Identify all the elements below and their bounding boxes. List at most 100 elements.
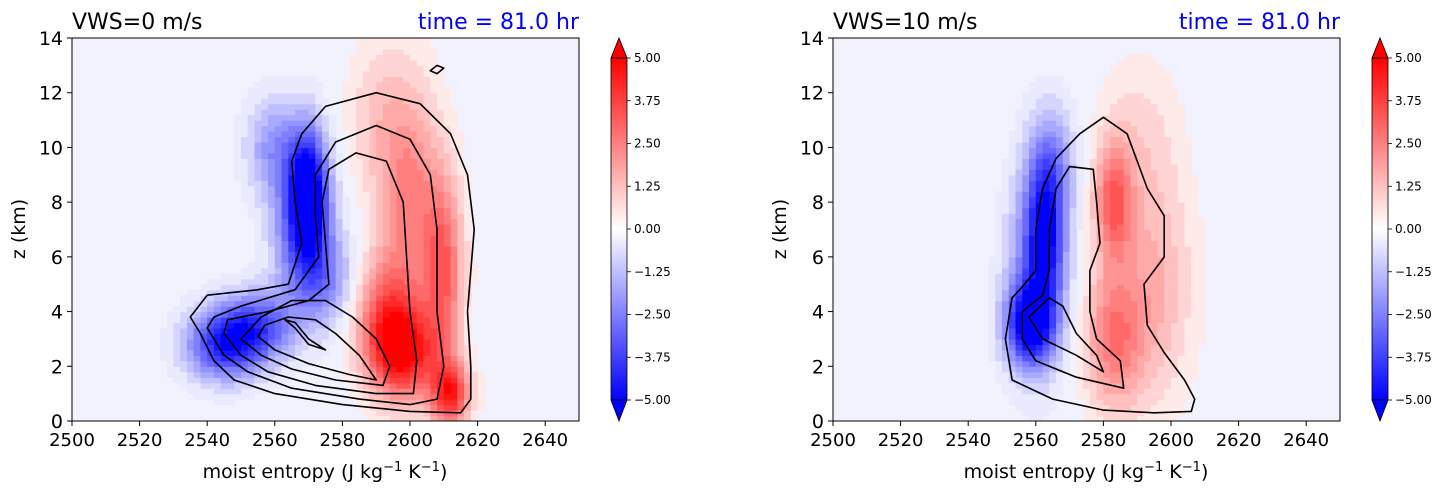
field-cell: [1035, 300, 1044, 307]
field-cell: [1184, 333, 1192, 340]
field-cell: [1062, 131, 1071, 138]
field-cell: [464, 349, 472, 356]
field-cell: [1089, 131, 1098, 138]
field-cell: [369, 158, 377, 165]
field-cell: [457, 327, 465, 335]
field-cell: [328, 322, 337, 329]
field-cell: [1150, 251, 1159, 258]
field-cell: [457, 262, 465, 269]
field-cell: [1096, 180, 1104, 187]
field-cell: [995, 338, 1003, 345]
field-cell: [1083, 404, 1091, 411]
field-cell: [389, 125, 398, 132]
field-cell: [1049, 366, 1057, 373]
field-cell: [1150, 98, 1159, 105]
field-cell: [1083, 306, 1091, 313]
field-cell: [1029, 98, 1037, 105]
field-cell: [423, 245, 431, 252]
field-cell: [355, 349, 364, 356]
field-cell: [1116, 174, 1125, 181]
field-cell: [1042, 410, 1050, 417]
field-cell: [1096, 415, 1104, 421]
field-cell: [1164, 360, 1172, 367]
field-cell: [349, 251, 357, 258]
field-cell: [1171, 185, 1179, 192]
field-cell: [382, 180, 391, 187]
field-cell: [159, 327, 168, 335]
field-cell: [1089, 366, 1098, 373]
field-cell: [1062, 333, 1071, 340]
field-cell: [322, 147, 330, 154]
field-cell: [430, 295, 438, 302]
field-cell: [1029, 196, 1037, 203]
field-cell: [1191, 234, 1199, 242]
field-cell: [207, 355, 215, 362]
field-cell: [288, 284, 296, 291]
field-cell: [437, 196, 445, 203]
field-cell: [1056, 103, 1064, 110]
field-cell: [423, 366, 431, 373]
field-cell: [1110, 240, 1118, 247]
field-cell: [396, 65, 404, 72]
field-cell: [1103, 349, 1111, 356]
field-cell: [396, 81, 404, 88]
field-cell: [355, 141, 364, 149]
field-cell: [301, 327, 310, 335]
field-cell: [1164, 87, 1172, 94]
field-cell: [1049, 185, 1057, 192]
field-cell: [349, 245, 357, 252]
field-cell: [1083, 322, 1091, 329]
field-cell: [369, 103, 377, 110]
field-cell: [464, 410, 472, 417]
field-cell: [1096, 382, 1104, 389]
field-cell: [301, 284, 310, 291]
field-cell: [457, 306, 465, 313]
field-cell: [376, 43, 384, 50]
field-cell: [1049, 251, 1057, 258]
field-cell: [389, 76, 398, 83]
field-cell: [1150, 311, 1159, 318]
field-cell: [1184, 163, 1192, 170]
field-cell: [403, 404, 411, 411]
field-cell: [430, 251, 438, 258]
field-cell: [1069, 245, 1077, 252]
field-cell: [1022, 399, 1030, 406]
time-label-right: time = 81.0 hr: [1179, 10, 1341, 35]
field-cell: [274, 213, 283, 220]
field-cell: [207, 322, 215, 329]
field-cell: [369, 410, 377, 417]
field-cell: [1191, 180, 1199, 187]
field-cell: [1056, 360, 1064, 367]
field-cell: [1143, 295, 1152, 302]
field-cell: [254, 371, 262, 378]
field-cell: [1177, 311, 1186, 318]
field-cell: [241, 174, 249, 181]
field-cell: [241, 349, 249, 356]
field-cell: [1130, 355, 1138, 362]
field-cell: [1029, 388, 1037, 395]
field-cell: [423, 317, 431, 324]
field-cell: [1015, 393, 1023, 400]
field-cell: [1164, 92, 1172, 99]
field-cell: [376, 317, 384, 324]
field-cell: [1150, 371, 1159, 378]
field-cell: [1002, 311, 1010, 318]
field-cell: [430, 229, 438, 236]
field-cell: [430, 306, 438, 313]
field-cell: [1062, 87, 1071, 94]
field-cell: [1035, 125, 1044, 132]
y-tick-label: 6: [812, 247, 824, 269]
field-cell: [1076, 218, 1084, 225]
field-cell: [1110, 103, 1118, 110]
x-tick-label: 2580: [1080, 430, 1126, 451]
time-label-left: time = 81.0 hr: [418, 10, 580, 35]
field-cell: [1191, 202, 1199, 209]
field-cell: [396, 333, 404, 340]
field-cell: [355, 54, 364, 61]
field-cell: [1130, 338, 1138, 345]
field-cell: [389, 415, 398, 421]
field-cell: [1191, 311, 1199, 318]
field-cell: [1103, 234, 1111, 242]
field-cell: [369, 289, 377, 296]
field-cell: [1130, 278, 1138, 285]
